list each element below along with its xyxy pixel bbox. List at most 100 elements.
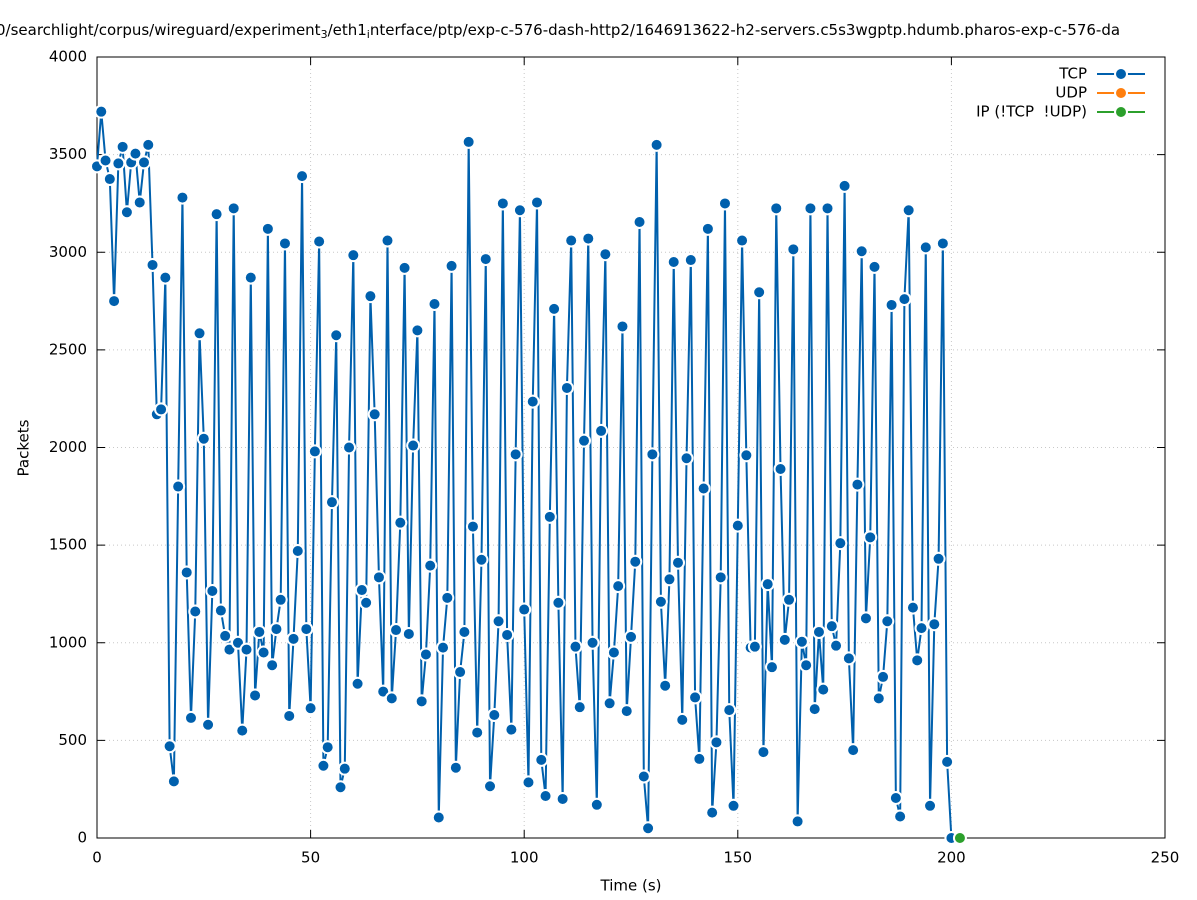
data-point — [615, 319, 630, 334]
data-point — [350, 676, 365, 691]
data-point — [803, 201, 818, 216]
data-point — [98, 153, 113, 168]
data-point — [790, 814, 805, 829]
y-tick-label: 1500 — [49, 536, 87, 554]
data-point — [581, 231, 596, 246]
title-part: 0/searchlight/corpus/wireguard/experimen… — [0, 21, 321, 39]
y-tick-label: 3000 — [49, 243, 87, 261]
data-point — [380, 233, 395, 248]
data-point — [213, 603, 228, 618]
data-point — [183, 710, 198, 725]
data-point — [201, 717, 216, 732]
y-tick-label: 500 — [58, 731, 87, 749]
data-point — [508, 447, 523, 462]
data-point — [666, 255, 681, 270]
data-point — [418, 647, 433, 662]
data-point — [448, 760, 463, 775]
data-point — [918, 240, 933, 255]
data-point — [636, 769, 651, 784]
data-point — [628, 554, 643, 569]
data-point — [632, 214, 647, 229]
data-point — [764, 660, 779, 675]
data-point — [440, 590, 455, 605]
data-point — [538, 789, 553, 804]
data-point — [239, 642, 254, 657]
data-point — [265, 658, 280, 673]
data-point — [260, 221, 275, 236]
data-point — [115, 139, 130, 154]
data-point — [683, 253, 698, 268]
data-point — [679, 451, 694, 466]
data-point — [303, 701, 318, 716]
data-point — [491, 614, 506, 629]
data-point — [384, 691, 399, 706]
chart-title: 0/searchlight/corpus/wireguard/experimen… — [0, 21, 1120, 42]
x-tick-label: 50 — [301, 849, 320, 867]
data-point — [829, 638, 844, 653]
data-point — [606, 645, 621, 660]
data-point — [316, 758, 331, 773]
data-point — [564, 233, 579, 248]
data-point — [910, 653, 925, 668]
data-point — [794, 634, 809, 649]
data-point — [397, 260, 412, 275]
data-point — [577, 433, 592, 448]
data-point — [589, 797, 604, 812]
data-point — [952, 831, 967, 845]
data-point — [324, 495, 339, 510]
data-point — [876, 669, 891, 684]
data-point — [162, 739, 177, 754]
data-point — [483, 779, 498, 794]
data-point — [670, 555, 685, 570]
data-point — [414, 694, 429, 709]
data-point — [572, 700, 587, 715]
data-point — [739, 448, 754, 463]
data-point — [717, 196, 732, 211]
data-point — [551, 595, 566, 610]
data-point — [226, 201, 241, 216]
data-point — [619, 704, 634, 719]
data-point — [154, 402, 169, 417]
data-point — [209, 207, 224, 222]
data-point — [128, 146, 143, 161]
data-point — [675, 712, 690, 727]
data-point — [171, 479, 186, 494]
x-tick-label: 150 — [723, 849, 752, 867]
data-point — [132, 195, 147, 210]
data-point — [107, 294, 122, 309]
x-tick-label: 0 — [92, 849, 102, 867]
data-point — [811, 625, 826, 640]
data-point — [359, 595, 374, 610]
data-point — [346, 248, 361, 263]
data-point — [722, 703, 737, 718]
data-point — [94, 104, 109, 119]
data-point — [145, 257, 160, 272]
data-point — [611, 579, 626, 594]
data-point — [777, 632, 792, 647]
x-tick-label: 200 — [937, 849, 966, 867]
data-point — [893, 809, 908, 824]
data-point — [342, 440, 357, 455]
data-point — [927, 617, 942, 632]
data-point — [858, 611, 873, 626]
title-subscript: i — [367, 28, 370, 41]
data-point — [295, 169, 310, 184]
data-point — [594, 423, 609, 438]
data-point — [423, 558, 438, 573]
legend-label: TCP — [1058, 65, 1087, 83]
data-point — [478, 252, 493, 267]
data-point — [923, 798, 938, 813]
data-point — [692, 751, 707, 766]
data-point — [427, 296, 442, 311]
data-point — [786, 242, 801, 257]
data-point — [901, 203, 916, 218]
data-point — [393, 515, 408, 530]
data-point — [871, 691, 886, 706]
data-point — [645, 447, 660, 462]
data-point — [914, 621, 929, 636]
data-point — [136, 155, 151, 170]
y-tick-label: 1000 — [49, 633, 87, 651]
data-point — [401, 626, 416, 641]
data-point — [726, 798, 741, 813]
